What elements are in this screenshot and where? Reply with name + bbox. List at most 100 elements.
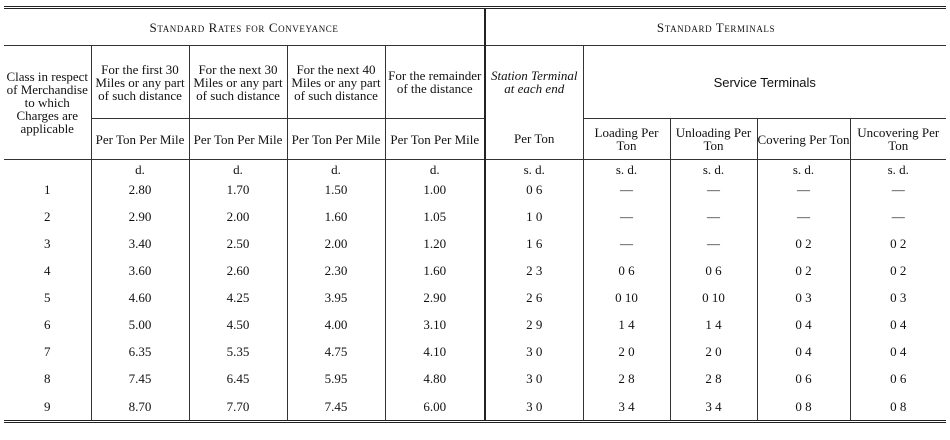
cell-class: 6 xyxy=(44,317,51,332)
cell-next30: 2.60 xyxy=(188,257,287,284)
conveyance-group-header: Standard Rates for Conveyance xyxy=(4,9,485,46)
cell-remainder: 4.10 xyxy=(384,338,485,365)
next40-unit: Per Ton Per Mile xyxy=(286,118,385,160)
cell-remainder: 1.60 xyxy=(384,257,485,284)
cell-remainder: 4.80 xyxy=(384,365,485,392)
cell-next40: 2.00 xyxy=(286,230,385,257)
table-row: 1 2.80 1.70 1.50 1.00 0 6— — — — xyxy=(4,176,946,203)
cell-station: 2 6 xyxy=(484,284,583,311)
cell-next30: 5.35 xyxy=(188,338,287,365)
unit-sd: s. d. xyxy=(484,159,583,176)
cell-station: 3 0 xyxy=(484,392,583,423)
unit-sd: s. d. xyxy=(669,159,757,176)
cell-uncovering: 0 3 xyxy=(849,284,946,311)
cell-covering: 0 3 xyxy=(756,284,850,311)
unit-sd: s. d. xyxy=(756,159,850,176)
cell-covering: 0 8 xyxy=(756,392,850,423)
cell-next30: 2.00 xyxy=(188,203,287,230)
cell-next40: 7.45 xyxy=(286,392,385,423)
next30-unit: Per Ton Per Mile xyxy=(188,118,287,160)
cell-next40: 3.95 xyxy=(286,284,385,311)
cell-unloading: — xyxy=(669,230,757,257)
cell-station: 1 0 xyxy=(484,203,583,230)
unit-d: d. xyxy=(90,159,189,176)
cell-class: 1 xyxy=(44,182,51,197)
cell-covering: 0 4 xyxy=(756,338,850,365)
first30-unit: Per Ton Per Mile xyxy=(90,118,189,160)
cell-class: 7 xyxy=(44,344,51,359)
cell-first30: 7.45 xyxy=(90,365,189,392)
unloading-header: Unloading Per Ton xyxy=(669,118,757,160)
cell-loading: — xyxy=(582,203,670,230)
cell-loading: 2 8 xyxy=(582,365,670,392)
cell-loading: — xyxy=(582,230,670,257)
cell-loading: — xyxy=(582,176,670,203)
cell-unloading: 2 8 xyxy=(669,365,757,392)
cell-remainder: 1.20 xyxy=(384,230,485,257)
cell-next30: 2.50 xyxy=(188,230,287,257)
unit-blank xyxy=(4,160,91,177)
cell-unloading: 0 10 xyxy=(669,284,757,311)
cell-uncovering: 0 6 xyxy=(849,365,946,392)
cell-next40: 1.60 xyxy=(286,203,385,230)
station-terminal-header: Station Terminal at each end xyxy=(484,45,583,119)
cell-station: 2 9 xyxy=(484,311,583,338)
cell-station: 3 0 xyxy=(484,338,583,365)
cell-first30: 2.80 xyxy=(90,176,189,203)
remainder-column-header: For the remainder of the distance xyxy=(384,45,485,119)
cell-station: 0 6 xyxy=(484,176,583,203)
class-column-header: Class in respect of Merchandise to which… xyxy=(4,45,91,160)
cell-remainder: 1.00 xyxy=(384,176,485,203)
unit-row: d. d. d. d. s. d. s. d. s. d. s. d. s. d… xyxy=(4,159,946,177)
cell-loading: 0 6 xyxy=(582,257,670,284)
cell-first30: 3.60 xyxy=(90,257,189,284)
cell-unloading: 3 4 xyxy=(669,392,757,423)
cell-first30: 3.40 xyxy=(90,230,189,257)
cell-uncovering: 0 4 xyxy=(849,311,946,338)
cell-loading: 3 4 xyxy=(582,392,670,423)
cell-class: 8 xyxy=(44,371,51,386)
cell-next40: 4.75 xyxy=(286,338,385,365)
cell-uncovering: — xyxy=(849,176,946,203)
cell-next30: 6.45 xyxy=(188,365,287,392)
cell-next40: 2.30 xyxy=(286,257,385,284)
cell-next30: 4.25 xyxy=(188,284,287,311)
cell-station: 1 6 xyxy=(484,230,583,257)
cell-remainder: 1.05 xyxy=(384,203,485,230)
cell-covering: 0 2 xyxy=(756,257,850,284)
station-unit: Per Ton xyxy=(484,118,583,160)
loading-header: Loading Per Ton xyxy=(582,118,670,160)
remainder-unit: Per Ton Per Mile xyxy=(384,118,485,160)
cell-next40: 1.50 xyxy=(286,176,385,203)
cell-covering: — xyxy=(756,176,850,203)
cell-covering: 0 6 xyxy=(756,365,850,392)
cell-uncovering: 0 2 xyxy=(849,230,946,257)
cell-first30: 4.60 xyxy=(90,284,189,311)
service-terminals-label: Service Terminals xyxy=(713,74,816,90)
cell-uncovering: 0 8 xyxy=(849,392,946,423)
cell-station: 3 0 xyxy=(484,365,583,392)
cell-uncovering: — xyxy=(849,203,946,230)
cell-next30: 1.70 xyxy=(188,176,287,203)
cell-loading: 2 0 xyxy=(582,338,670,365)
table-row: 2 2.90 2.00 1.60 1.05 1 0— — — — xyxy=(4,203,946,230)
cell-class: 4 xyxy=(44,263,51,278)
cell-uncovering: 0 2 xyxy=(849,257,946,284)
cell-covering: — xyxy=(756,203,850,230)
unit-d: d. xyxy=(286,159,385,176)
cell-first30: 8.70 xyxy=(90,392,189,423)
cell-class: 3 xyxy=(44,236,51,251)
cell-unloading: 2 0 xyxy=(669,338,757,365)
next40-column-header: For the next 40 Miles or any part of suc… xyxy=(286,45,385,119)
cell-first30: 6.35 xyxy=(90,338,189,365)
cell-class: 5 xyxy=(44,290,51,305)
terminals-group-header: Standard Terminals xyxy=(484,9,946,46)
cell-unloading: 0 6 xyxy=(669,257,757,284)
next30-column-header: For the next 30 Miles or any part of suc… xyxy=(188,45,287,119)
